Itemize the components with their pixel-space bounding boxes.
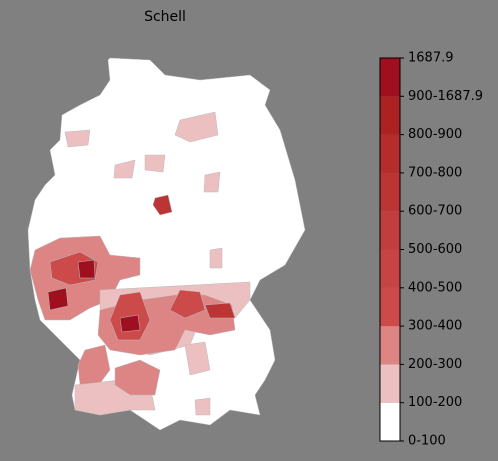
colorbar-label: 600-700 [408,204,462,219]
colorbar-band [380,287,400,327]
map-title: Schell [144,9,186,25]
colorbar-label: 500-600 [408,242,462,257]
colorbar: 0-100 100-200 200-300 300-400 400-500 500-600… [379,51,483,449]
colorbar-band [380,96,400,135]
region [152,194,173,216]
region [114,359,161,396]
region [47,287,69,311]
region [144,154,166,173]
colorbar-band [380,134,400,173]
colorbar-band [380,58,400,97]
region [77,259,96,279]
region [64,129,91,148]
region [113,159,136,179]
region [203,171,221,193]
colorbar-label: 300-400 [408,319,462,334]
colorbar-label: 1687.9 [408,51,454,66]
region [109,291,151,341]
colorbar-band [380,211,400,250]
colorbar-label: 800-900 [408,127,462,142]
region [194,397,211,416]
colorbar-band [380,172,400,212]
region [174,111,219,143]
region [204,302,236,319]
country-outline [27,57,306,431]
colorbar-band [380,249,400,288]
colorbar-label: 400-500 [408,280,462,295]
region [169,289,206,319]
colorbar-band [380,402,400,441]
colorbar-band [380,326,400,365]
colorbar-label: 100-200 [408,395,462,410]
region [119,314,141,333]
colorbar-band [380,364,400,403]
region [184,341,211,376]
colorbar-label: 200-300 [408,357,462,372]
colorbar-label: 700-800 [408,165,462,180]
colorbar-label: 0-100 [408,434,446,449]
germany-map [27,57,306,431]
region [209,247,223,269]
colorbar-label: 900-1687.9 [408,89,483,104]
